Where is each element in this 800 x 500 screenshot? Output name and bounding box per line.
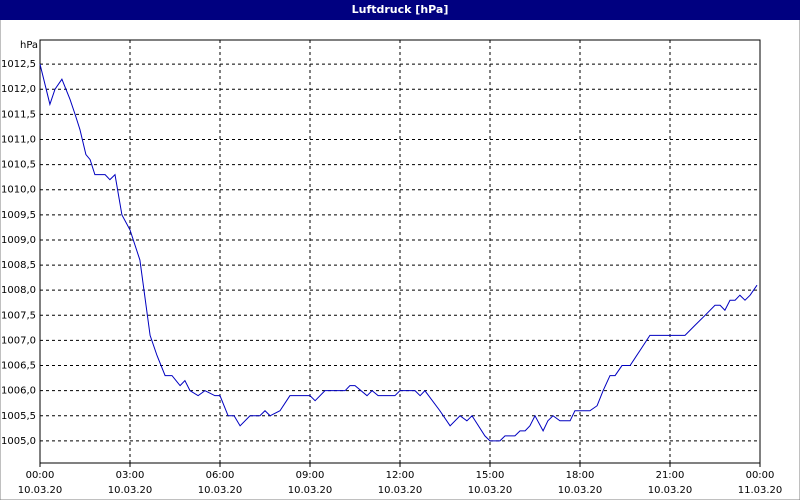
x-tick-date: 10.03.20 [648,485,693,496]
y-tick-label: 1012,5 [1,59,36,70]
x-tick-date: 10.03.20 [108,485,153,496]
y-unit-label: hPa [20,40,38,51]
y-tick-label: 1008,0 [1,285,36,296]
y-tick-label: 1005,0 [1,436,36,447]
x-tick-date: 10.03.20 [468,485,513,496]
y-tick-label: 1009,5 [1,210,36,221]
x-tick-label: 21:00 [656,470,685,481]
x-tick-label: 15:00 [476,470,505,481]
x-tick-date: 11.03.20 [738,485,783,496]
y-tick-label: 1006,0 [1,386,36,397]
chart-title: Luftdruck [hPa] [352,3,449,16]
x-tick-label: 00:00 [746,470,775,481]
x-tick-label: 03:00 [116,470,145,481]
x-tick-label: 00:00 [26,470,55,481]
y-tick-label: 1007,5 [1,310,36,321]
y-tick-label: 1006,5 [1,361,36,372]
x-tick-date: 10.03.20 [18,485,63,496]
line [39,63,758,442]
x-tick-label: 12:00 [386,470,415,481]
x-tick-date: 10.03.20 [198,485,243,496]
y-tick-label: 1007,0 [1,335,36,346]
y-tick-label: 1005,5 [1,411,36,422]
y-tick-label: 1011,0 [1,134,36,145]
y-tick-label: 1010,5 [1,160,36,171]
y-tick-label: 1008,5 [1,260,36,271]
y-tick-label: 1009,0 [1,235,36,246]
x-tick-date: 10.03.20 [558,485,603,496]
title-bar [0,0,800,20]
y-tick-label: 1011,5 [1,109,36,120]
x-tick-label: 18:00 [566,470,595,481]
y-tick-label: 1012,0 [1,84,36,95]
x-tick-date: 10.03.20 [288,485,333,496]
x-tick-label: 06:00 [206,470,235,481]
x-tick-label: 09:00 [296,470,325,481]
y-tick-label: 1010,0 [1,185,36,196]
x-tick-date: 10.03.20 [378,485,423,496]
